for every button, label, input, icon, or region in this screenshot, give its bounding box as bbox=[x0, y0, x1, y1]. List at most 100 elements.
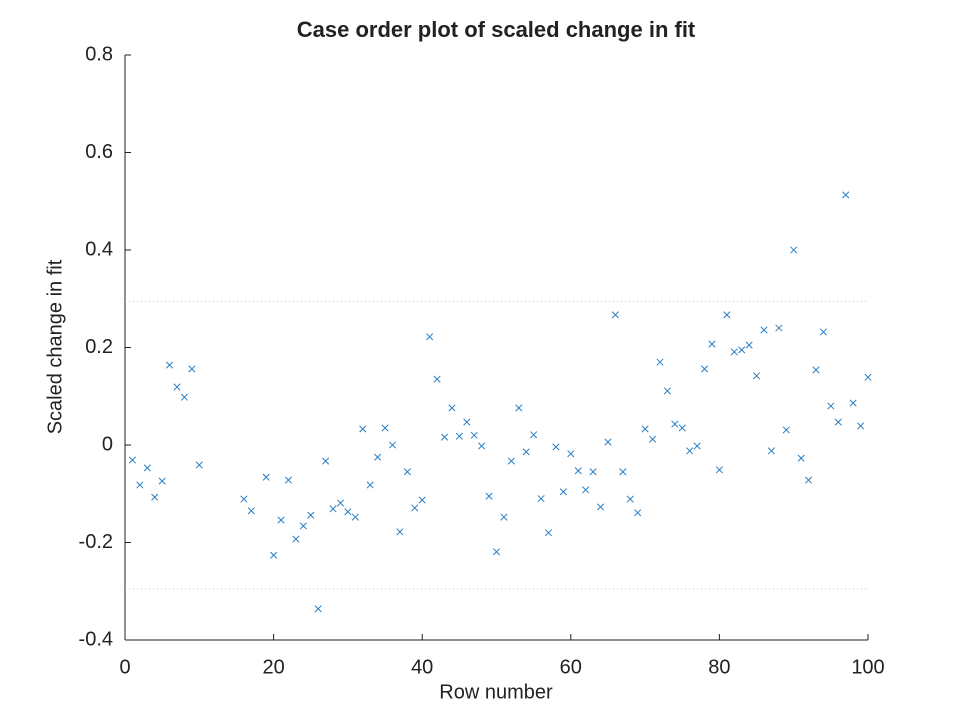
point bbox=[388, 441, 397, 449]
x-tick-label: 80 bbox=[708, 656, 730, 678]
point bbox=[611, 311, 619, 319]
point bbox=[530, 431, 538, 439]
point bbox=[277, 516, 285, 524]
y-tick-label: 0.4 bbox=[85, 238, 113, 260]
point bbox=[478, 442, 486, 450]
point bbox=[366, 481, 374, 489]
x-tick-label: 20 bbox=[262, 656, 284, 678]
point bbox=[842, 191, 850, 199]
y-tick-label: 0.6 bbox=[85, 141, 113, 163]
point bbox=[396, 528, 404, 536]
point bbox=[760, 326, 768, 334]
point bbox=[262, 473, 270, 481]
point bbox=[864, 373, 872, 381]
point bbox=[641, 425, 649, 433]
point bbox=[240, 495, 248, 503]
point bbox=[492, 548, 501, 556]
chart-title: Case order plot of scaled change in fit bbox=[297, 17, 696, 42]
point bbox=[693, 442, 701, 450]
point bbox=[574, 467, 582, 475]
point bbox=[284, 476, 293, 484]
point bbox=[775, 324, 783, 332]
point bbox=[567, 450, 575, 458]
point bbox=[634, 509, 642, 517]
point bbox=[708, 340, 716, 348]
point bbox=[307, 511, 315, 519]
x-tick-label: 0 bbox=[119, 656, 130, 678]
point bbox=[834, 418, 842, 426]
point bbox=[819, 328, 827, 336]
point bbox=[700, 365, 709, 373]
point bbox=[433, 375, 441, 383]
point bbox=[158, 477, 166, 485]
point bbox=[596, 503, 605, 511]
point bbox=[782, 426, 790, 434]
point bbox=[455, 432, 463, 440]
point bbox=[812, 366, 820, 374]
point bbox=[299, 522, 307, 530]
point bbox=[329, 505, 337, 513]
x-tick-label: 100 bbox=[851, 656, 884, 678]
point bbox=[180, 393, 188, 401]
point bbox=[136, 481, 144, 489]
x-tick-label: 40 bbox=[411, 656, 433, 678]
point bbox=[151, 493, 159, 501]
point bbox=[515, 404, 523, 412]
x-tick-label: 60 bbox=[560, 656, 582, 678]
point bbox=[359, 425, 367, 433]
point bbox=[849, 399, 857, 407]
y-tick-label: 0.8 bbox=[85, 43, 113, 65]
point bbox=[351, 513, 359, 521]
point bbox=[500, 513, 508, 521]
point bbox=[485, 492, 493, 500]
point bbox=[314, 605, 322, 613]
point bbox=[715, 466, 723, 474]
point bbox=[626, 495, 634, 503]
point bbox=[604, 438, 612, 446]
point bbox=[738, 346, 746, 354]
point bbox=[678, 424, 686, 432]
point bbox=[418, 496, 426, 504]
point bbox=[195, 461, 203, 469]
point bbox=[656, 358, 664, 366]
point bbox=[723, 311, 731, 319]
point bbox=[292, 535, 300, 543]
point bbox=[440, 433, 449, 441]
point bbox=[589, 468, 597, 476]
point bbox=[188, 365, 196, 373]
point bbox=[270, 551, 278, 559]
point bbox=[381, 424, 389, 432]
point bbox=[805, 476, 813, 484]
point bbox=[671, 420, 679, 428]
point bbox=[857, 422, 865, 430]
y-tick-label: -0.4 bbox=[79, 628, 113, 650]
point bbox=[752, 372, 761, 380]
point bbox=[374, 453, 382, 461]
point bbox=[537, 495, 545, 503]
point bbox=[463, 418, 471, 426]
point bbox=[745, 341, 753, 349]
point bbox=[426, 333, 434, 341]
point bbox=[403, 468, 411, 476]
point bbox=[411, 504, 419, 512]
y-tick-label: -0.2 bbox=[79, 531, 113, 553]
point bbox=[507, 457, 515, 465]
point bbox=[582, 486, 590, 494]
point bbox=[336, 499, 345, 507]
point bbox=[322, 457, 330, 465]
y-tick-label: 0.2 bbox=[85, 336, 113, 358]
point bbox=[544, 529, 553, 537]
point bbox=[686, 447, 694, 455]
x-axis-label: Row number bbox=[439, 681, 553, 703]
point bbox=[559, 488, 567, 496]
point bbox=[790, 246, 798, 254]
point bbox=[730, 348, 738, 356]
point bbox=[648, 435, 657, 443]
point bbox=[470, 431, 478, 439]
y-tick-label: 0 bbox=[102, 433, 113, 455]
y-axis-label: Scaled change in fit bbox=[44, 259, 66, 434]
point bbox=[128, 456, 136, 464]
point bbox=[143, 464, 151, 472]
point bbox=[522, 448, 530, 456]
